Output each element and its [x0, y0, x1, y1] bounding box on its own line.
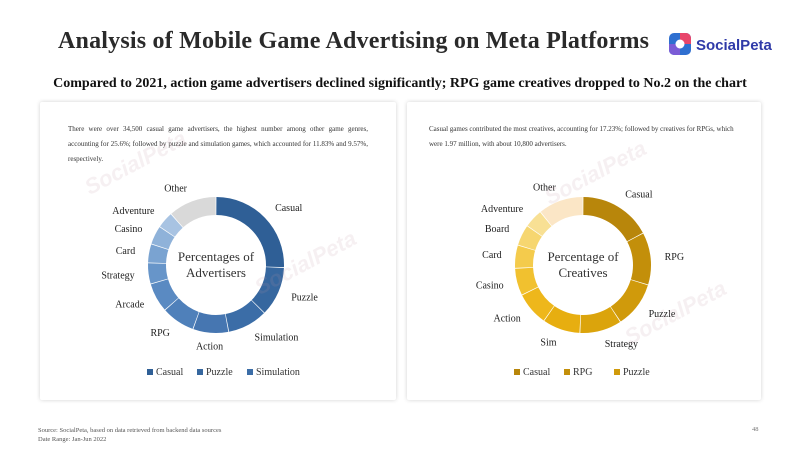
legend-label-casual: Casual — [156, 367, 183, 378]
slice-label-rpg: RPG — [150, 328, 169, 339]
donut-slice-simulation — [544, 306, 581, 333]
slice-label-action: Action — [196, 342, 223, 353]
legend-swatch-simulation — [247, 369, 253, 375]
center-label: Creatives — [558, 265, 607, 280]
slice-label-adventure: Adventure — [481, 204, 524, 215]
advertisers-description: There were over 34,500 casual game adver… — [68, 125, 368, 163]
donut-slice-other — [171, 197, 216, 228]
creatives-panel: Casual games contributed the most creati… — [407, 102, 761, 400]
center-label: Advertisers — [186, 265, 246, 280]
donut-slice-simulation — [225, 300, 265, 332]
legend-swatch-rpg — [564, 369, 570, 375]
page-title: Analysis of Mobile Game Advertising on M… — [58, 28, 650, 54]
footer-source: Source: SocialPeta, based on data retrie… — [38, 426, 221, 444]
donut-slice-puzzle — [610, 279, 648, 322]
legend-label-simulation: Simulation — [256, 367, 300, 378]
slice-label-strategy: Strategy — [605, 339, 638, 350]
donut-slice-casual — [216, 197, 284, 268]
donut-slice-rpg — [165, 298, 199, 329]
legend-label-puzzle: Puzzle — [623, 367, 650, 378]
page-number: 48 — [752, 426, 759, 433]
slice-label-arcade: Arcade — [115, 300, 144, 311]
slice-label-rpg: RPG — [665, 252, 684, 263]
legend-label-puzzle: Puzzle — [206, 367, 233, 378]
slice-label-casual: Casual — [625, 190, 652, 201]
advertisers-panel: There were over 34,500 casual game adver… — [40, 102, 396, 400]
legend-swatch-casual — [147, 369, 153, 375]
logo-mark-icon: SocialPeta — [669, 33, 773, 55]
slice-label-puzzle: Puzzle — [291, 293, 318, 304]
page-subtitle: Compared to 2021, action game advertiser… — [53, 76, 747, 91]
donut-slice-strategy — [580, 306, 621, 333]
donut-slice-adventure — [159, 214, 183, 237]
socialpeta-logo: SocialPeta — [668, 30, 786, 58]
slice-label-other: Other — [533, 183, 556, 194]
donut-slice-casual — [583, 197, 643, 242]
legend-label-rpg: RPG — [573, 367, 592, 378]
advertisers-donut-chart: Casual Puzzle Simulation Action RPG Arcade Str… — [101, 183, 318, 378]
donut-slice-action — [193, 312, 229, 333]
donut-slice-puzzle — [251, 267, 284, 313]
donut-slice-card — [148, 244, 169, 264]
donut-slice-casino — [151, 227, 175, 250]
slice-label-board: Board — [485, 224, 509, 235]
creatives-donut-chart: Casual RPG Puzzle Strategy Sim Action Casino Ca… — [476, 183, 684, 378]
legend-swatch-puzzle — [197, 369, 203, 375]
slice-label-simulation: Simulation — [255, 332, 299, 343]
slice-label-simulation: Sim — [540, 338, 556, 349]
donut-slice-board — [518, 226, 542, 251]
donut-slice-casino — [515, 267, 538, 295]
slice-label-casino: Casino — [115, 224, 143, 235]
donut-slice-adventure — [527, 212, 552, 237]
legend-label-casual: Casual — [523, 367, 550, 378]
date-range-note: Date Range: Jan-Jun 2022 — [38, 436, 107, 443]
center-label: Percentage of — [547, 249, 619, 264]
donut-slice-rpg — [627, 233, 651, 285]
slice-label-adventure: Adventure — [112, 206, 155, 217]
donut-slice-arcade — [150, 279, 179, 310]
slice-label-action: Action — [493, 313, 520, 324]
logo-text: SocialPeta — [696, 37, 773, 54]
slice-label-strategy: Strategy — [101, 270, 134, 281]
slice-label-card: Card — [116, 246, 135, 257]
donut-slice-action — [522, 287, 555, 321]
legend-swatch-casual — [514, 369, 520, 375]
donut-slice-other — [540, 197, 583, 226]
slice-label-casino: Casino — [476, 280, 504, 291]
donut-slice-strategy — [148, 263, 168, 284]
slice-label-puzzle: Puzzle — [649, 309, 676, 320]
slice-label-other: Other — [164, 183, 187, 194]
creatives-description: Casual games contributed the most creati… — [429, 125, 734, 148]
source-note: Source: SocialPeta, based on data retrie… — [38, 427, 222, 434]
legend-swatch-puzzle — [614, 369, 620, 375]
slice-label-card: Card — [482, 250, 501, 261]
donut-slice-card — [515, 245, 536, 268]
slice-label-casual: Casual — [275, 203, 302, 214]
center-label: Percentages of — [178, 249, 255, 264]
